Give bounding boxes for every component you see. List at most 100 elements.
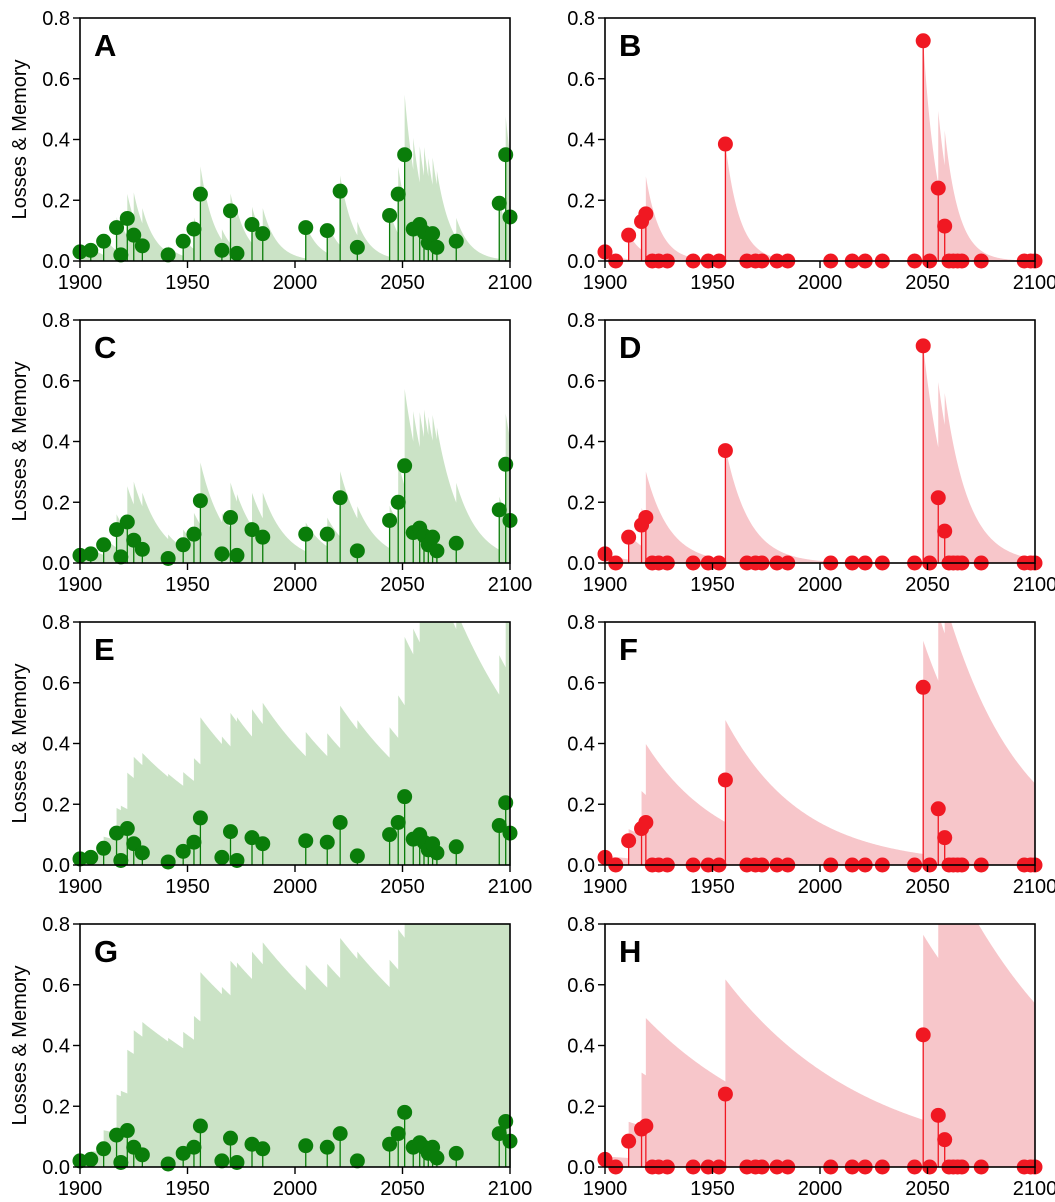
y-tick-label: 0.4 bbox=[567, 432, 595, 454]
loss-point bbox=[332, 814, 348, 830]
loss-point bbox=[134, 541, 150, 557]
loss-point bbox=[255, 836, 271, 852]
y-axis-label: Losses & Memory bbox=[9, 361, 31, 521]
loss-point bbox=[160, 550, 176, 566]
y-tick-label: 0.4 bbox=[567, 130, 595, 152]
loss-point bbox=[930, 180, 946, 196]
loss-point bbox=[119, 821, 135, 837]
y-tick-label: 0.0 bbox=[567, 1157, 595, 1179]
y-tick-label: 0.0 bbox=[42, 553, 70, 575]
loss-point bbox=[638, 814, 654, 830]
loss-point bbox=[83, 1151, 99, 1167]
y-tick-label: 0.8 bbox=[567, 914, 595, 936]
loss-point bbox=[83, 546, 99, 562]
x-tick-label: 2050 bbox=[905, 876, 950, 898]
loss-point bbox=[319, 834, 335, 850]
loss-point bbox=[214, 1153, 230, 1169]
panel-label: A bbox=[94, 28, 116, 63]
loss-point bbox=[119, 1123, 135, 1139]
loss-point bbox=[491, 1126, 507, 1142]
y-tick-label: 0.6 bbox=[42, 673, 70, 695]
loss-point bbox=[175, 537, 191, 553]
y-tick-label: 0.2 bbox=[567, 1096, 595, 1118]
loss-point bbox=[638, 509, 654, 525]
loss-point bbox=[255, 529, 271, 545]
loss-point bbox=[397, 458, 413, 474]
memory-area bbox=[605, 622, 1035, 865]
loss-point bbox=[448, 233, 464, 249]
memory-area bbox=[605, 345, 1035, 563]
loss-point bbox=[397, 147, 413, 163]
x-tick-label: 1950 bbox=[690, 574, 735, 596]
loss-point bbox=[638, 206, 654, 222]
loss-point bbox=[319, 1139, 335, 1155]
loss-point bbox=[349, 1153, 365, 1169]
y-tick-label: 0.6 bbox=[567, 975, 595, 997]
panel-label: C bbox=[94, 330, 116, 365]
x-tick-label: 2000 bbox=[273, 574, 318, 596]
x-tick-label: 2050 bbox=[380, 876, 425, 898]
loss-point bbox=[429, 239, 445, 255]
loss-point bbox=[244, 217, 260, 233]
loss-point bbox=[119, 514, 135, 530]
y-tick-label: 0.4 bbox=[42, 1036, 70, 1058]
loss-point bbox=[192, 1118, 208, 1134]
y-axis-label: Losses & Memory bbox=[9, 663, 31, 823]
x-tick-label: 1900 bbox=[583, 1178, 628, 1200]
loss-point bbox=[638, 1118, 654, 1134]
loss-point bbox=[349, 239, 365, 255]
x-tick-label: 2100 bbox=[1013, 272, 1055, 294]
loss-point bbox=[113, 247, 129, 263]
loss-point bbox=[621, 227, 637, 243]
loss-point bbox=[214, 546, 230, 562]
loss-point bbox=[298, 833, 314, 849]
y-tick-label: 0.6 bbox=[42, 69, 70, 91]
loss-point bbox=[621, 1133, 637, 1149]
loss-point bbox=[113, 852, 129, 868]
y-tick-label: 0.0 bbox=[42, 855, 70, 877]
loss-point bbox=[491, 502, 507, 518]
loss-point bbox=[175, 233, 191, 249]
panel-e: 0.0 0.2 0.4 0.6 0.8 1900 1950 2000 2050 2100 E Loss… bbox=[9, 612, 533, 898]
y-tick-label: 0.0 bbox=[42, 1157, 70, 1179]
loss-point bbox=[332, 1126, 348, 1142]
y-tick-label: 0.8 bbox=[42, 8, 70, 30]
y-tick-label: 0.2 bbox=[567, 794, 595, 816]
loss-point bbox=[96, 537, 112, 553]
x-tick-label: 2050 bbox=[380, 1178, 425, 1200]
loss-point bbox=[96, 840, 112, 856]
loss-point bbox=[390, 1126, 406, 1142]
loss-point bbox=[429, 543, 445, 559]
x-tick-label: 1900 bbox=[583, 574, 628, 596]
y-tick-label: 0.2 bbox=[42, 190, 70, 212]
loss-point bbox=[83, 849, 99, 865]
memory-area bbox=[605, 924, 1035, 1167]
x-tick-label: 1900 bbox=[58, 574, 103, 596]
y-tick-label: 0.0 bbox=[567, 553, 595, 575]
y-tick-label: 0.0 bbox=[42, 251, 70, 273]
loss-point bbox=[930, 801, 946, 817]
loss-point bbox=[96, 233, 112, 249]
y-tick-label: 0.2 bbox=[567, 492, 595, 514]
x-tick-label: 1950 bbox=[165, 272, 210, 294]
loss-point bbox=[915, 679, 931, 695]
loss-point bbox=[621, 529, 637, 545]
x-tick-label: 2050 bbox=[380, 574, 425, 596]
panel-label: F bbox=[619, 632, 638, 667]
loss-point bbox=[229, 245, 245, 261]
loss-point bbox=[319, 223, 335, 239]
x-tick-label: 2050 bbox=[905, 574, 950, 596]
x-tick-label: 2000 bbox=[273, 1178, 318, 1200]
loss-point bbox=[83, 242, 99, 258]
loss-point bbox=[229, 547, 245, 563]
y-tick-label: 0.8 bbox=[42, 914, 70, 936]
panel-g: 0.0 0.2 0.4 0.6 0.8 1900 1950 2000 2050 2100 G Loss… bbox=[9, 914, 532, 1200]
loss-point bbox=[915, 338, 931, 354]
y-tick-label: 0.4 bbox=[567, 1036, 595, 1058]
x-tick-label: 1900 bbox=[583, 272, 628, 294]
loss-point bbox=[186, 834, 202, 850]
x-tick-label: 1900 bbox=[58, 1178, 103, 1200]
loss-point bbox=[298, 1138, 314, 1154]
x-tick-label: 2100 bbox=[488, 876, 533, 898]
loss-point bbox=[109, 522, 125, 538]
